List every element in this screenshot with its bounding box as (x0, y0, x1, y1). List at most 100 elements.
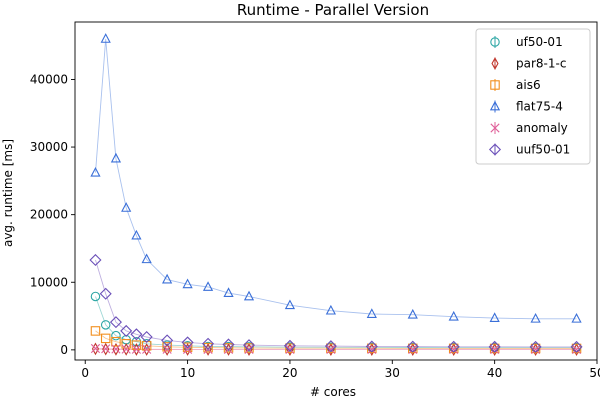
data-point-anomaly (121, 344, 131, 354)
data-point-anomaly (162, 344, 172, 354)
data-point-uuf50-01 (140, 330, 153, 344)
data-point-anomaly (142, 344, 152, 354)
data-point-flat75-4 (121, 202, 132, 212)
legend-marker-flat75-4 (489, 100, 501, 111)
data-point-ais6 (182, 342, 193, 353)
data-point-anomaly (90, 343, 101, 354)
data-point-uuf50-01 (99, 287, 112, 300)
y-tick-label: 40000 (30, 72, 68, 86)
x-tick-label: 40 (487, 366, 502, 380)
chart-title: Runtime - Parallel Version (237, 1, 429, 19)
data-point-flat75-4 (182, 278, 193, 289)
data-point-flat75-4 (448, 310, 459, 321)
data-point-ais6 (285, 343, 295, 353)
data-point-ais6 (111, 336, 121, 347)
data-point-uuf50-01 (242, 339, 256, 352)
data-point-anomaly (244, 344, 254, 354)
data-point-anomaly (285, 344, 295, 355)
data-point-uf50-01 (90, 291, 101, 302)
data-point-anomaly (367, 344, 377, 355)
data-point-ais6 (326, 343, 336, 353)
data-point-anomaly (111, 344, 121, 354)
data-point-ais6 (203, 342, 213, 353)
x-tick-label: 50 (589, 366, 600, 380)
legend-marker-ais6 (490, 80, 500, 90)
data-point-anomaly (131, 344, 142, 354)
legend-marker-uf50-01 (490, 37, 500, 47)
x-axis-label: # cores (310, 385, 356, 399)
data-point-uuf50-01 (283, 339, 296, 352)
data-point-uuf50-01 (120, 324, 133, 337)
data-point-uf50-01 (111, 330, 121, 341)
data-point-flat75-4 (131, 229, 142, 240)
data-point-flat75-4 (366, 308, 377, 318)
data-point-ais6 (90, 326, 101, 336)
data-point-flat75-4 (202, 281, 214, 291)
data-point-uuf50-01 (488, 340, 501, 353)
data-point-ais6 (121, 339, 131, 349)
data-point-flat75-4 (325, 304, 336, 315)
legend-label-flat75-4: flat75-4 (516, 100, 563, 114)
data-point-uuf50-01 (202, 337, 215, 350)
legend-label-uf50-01: uf50-01 (516, 35, 563, 49)
data-point-anomaly (101, 344, 111, 354)
data-point-flat75-4 (100, 33, 111, 43)
legend-marker-anomaly (490, 123, 500, 133)
x-tick-label: 10 (180, 366, 195, 380)
x-tick-label: 20 (282, 366, 297, 380)
data-point-anomaly (326, 344, 336, 355)
data-point-anomaly (571, 344, 582, 355)
legend-box (475, 28, 591, 165)
data-point-uuf50-01 (109, 316, 122, 329)
data-point-flat75-4 (110, 152, 122, 163)
legend-label-par8-1-c: par8-1-c (516, 57, 566, 71)
data-point-ais6 (100, 333, 111, 344)
data-point-anomaly (408, 344, 418, 355)
legend-marker-par8-1-c (491, 57, 499, 70)
data-point-anomaly (449, 344, 459, 355)
data-point-uuf50-01 (181, 336, 194, 349)
y-tick-label: 30000 (30, 140, 68, 154)
data-point-flat75-4 (489, 312, 500, 322)
data-point-anomaly (530, 344, 541, 355)
data-point-flat75-4 (407, 308, 418, 319)
data-point-uf50-01 (100, 320, 111, 330)
data-point-flat75-4 (243, 290, 255, 301)
data-point-ais6 (223, 343, 234, 353)
legend: uf50-01 par8-1-c ais6 flat75-4 anomaly uuf50-… (475, 28, 591, 165)
data-point-uuf50-01 (161, 334, 174, 347)
y-tick-label: 20000 (30, 208, 68, 222)
y-axis-label: avg. runtime [ms] (1, 139, 15, 247)
data-point-anomaly (182, 344, 193, 354)
axes: 0 10 20 30 40 50 0 10000 20000 30000 40000 (30, 21, 600, 380)
series-line-uf50-01 (95, 296, 577, 349)
data-point-flat75-4 (530, 312, 541, 323)
plot-frame (74, 21, 598, 361)
data-point-flat75-4 (162, 273, 173, 284)
data-point-flat75-4 (141, 253, 152, 264)
data-point-ais6 (244, 343, 254, 353)
x-tick-label: 30 (385, 366, 400, 380)
data-point-ais6 (162, 342, 172, 352)
data-point-anomaly (490, 344, 500, 355)
data-point-uuf50-01 (406, 340, 419, 353)
data-point-uuf50-01 (447, 340, 460, 353)
series-line-uuf50-01 (95, 259, 577, 348)
data-point-uuf50-01 (130, 328, 143, 341)
y-tick-label: 0 (60, 343, 68, 357)
legend-label-anomaly: anomaly (516, 121, 568, 135)
data-point-flat75-4 (90, 166, 101, 177)
legend-label-ais6: ais6 (516, 78, 541, 92)
data-point-flat75-4 (284, 299, 296, 310)
data-point-uuf50-01 (570, 340, 583, 353)
data-point-uuf50-01 (365, 340, 378, 353)
legend-label-uuf50-01: uuf50-01 (516, 143, 570, 157)
x-tick-label: 0 (81, 366, 89, 380)
legend-marker-uuf50-01 (488, 143, 502, 156)
series-line-flat75-4 (95, 38, 577, 320)
y-tick-label: 10000 (30, 275, 68, 289)
data-point-uuf50-01 (89, 253, 102, 266)
data-point-flat75-4 (223, 287, 234, 297)
